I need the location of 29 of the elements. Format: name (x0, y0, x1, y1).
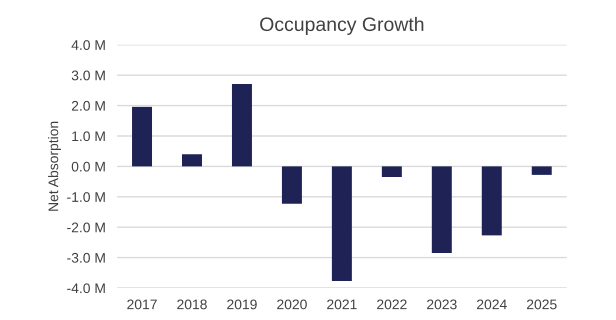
x-tick-label: 2018 (177, 299, 207, 310)
y-tick-label: 2.0 M (72, 100, 105, 111)
y-tick-label: 1.0 M (72, 131, 105, 142)
y-axis-title: Net Absorption (48, 122, 62, 211)
chart-title: Occupancy Growth (260, 16, 424, 35)
x-tick-label: 2024 (477, 299, 507, 310)
y-tick-label: -4.0 M (67, 283, 105, 294)
y-tick-label: -2.0 M (67, 222, 105, 232)
bar (332, 166, 352, 282)
bar (232, 84, 252, 166)
bar (382, 166, 402, 178)
bar (432, 166, 452, 254)
x-tick-label: 2023 (427, 299, 457, 310)
bar (132, 106, 152, 166)
x-tick-label: 2020 (277, 299, 307, 310)
y-tick-label: -3.0 M (67, 252, 105, 263)
y-tick-label: 0.0 M (72, 162, 105, 172)
x-tick-label: 2019 (227, 299, 257, 310)
bar (482, 166, 502, 236)
x-tick-label: 2021 (327, 299, 357, 310)
y-tick-label: 4.0 M (72, 40, 105, 50)
x-tick-label: 2022 (377, 299, 407, 310)
bar (182, 154, 202, 166)
x-tick-label: 2025 (526, 299, 557, 310)
bar (532, 166, 552, 175)
y-tick-label: -1.0 M (67, 192, 105, 202)
y-tick-label: 3.0 M (72, 70, 105, 80)
bar (282, 166, 302, 204)
x-tick-label: 2017 (127, 299, 157, 310)
